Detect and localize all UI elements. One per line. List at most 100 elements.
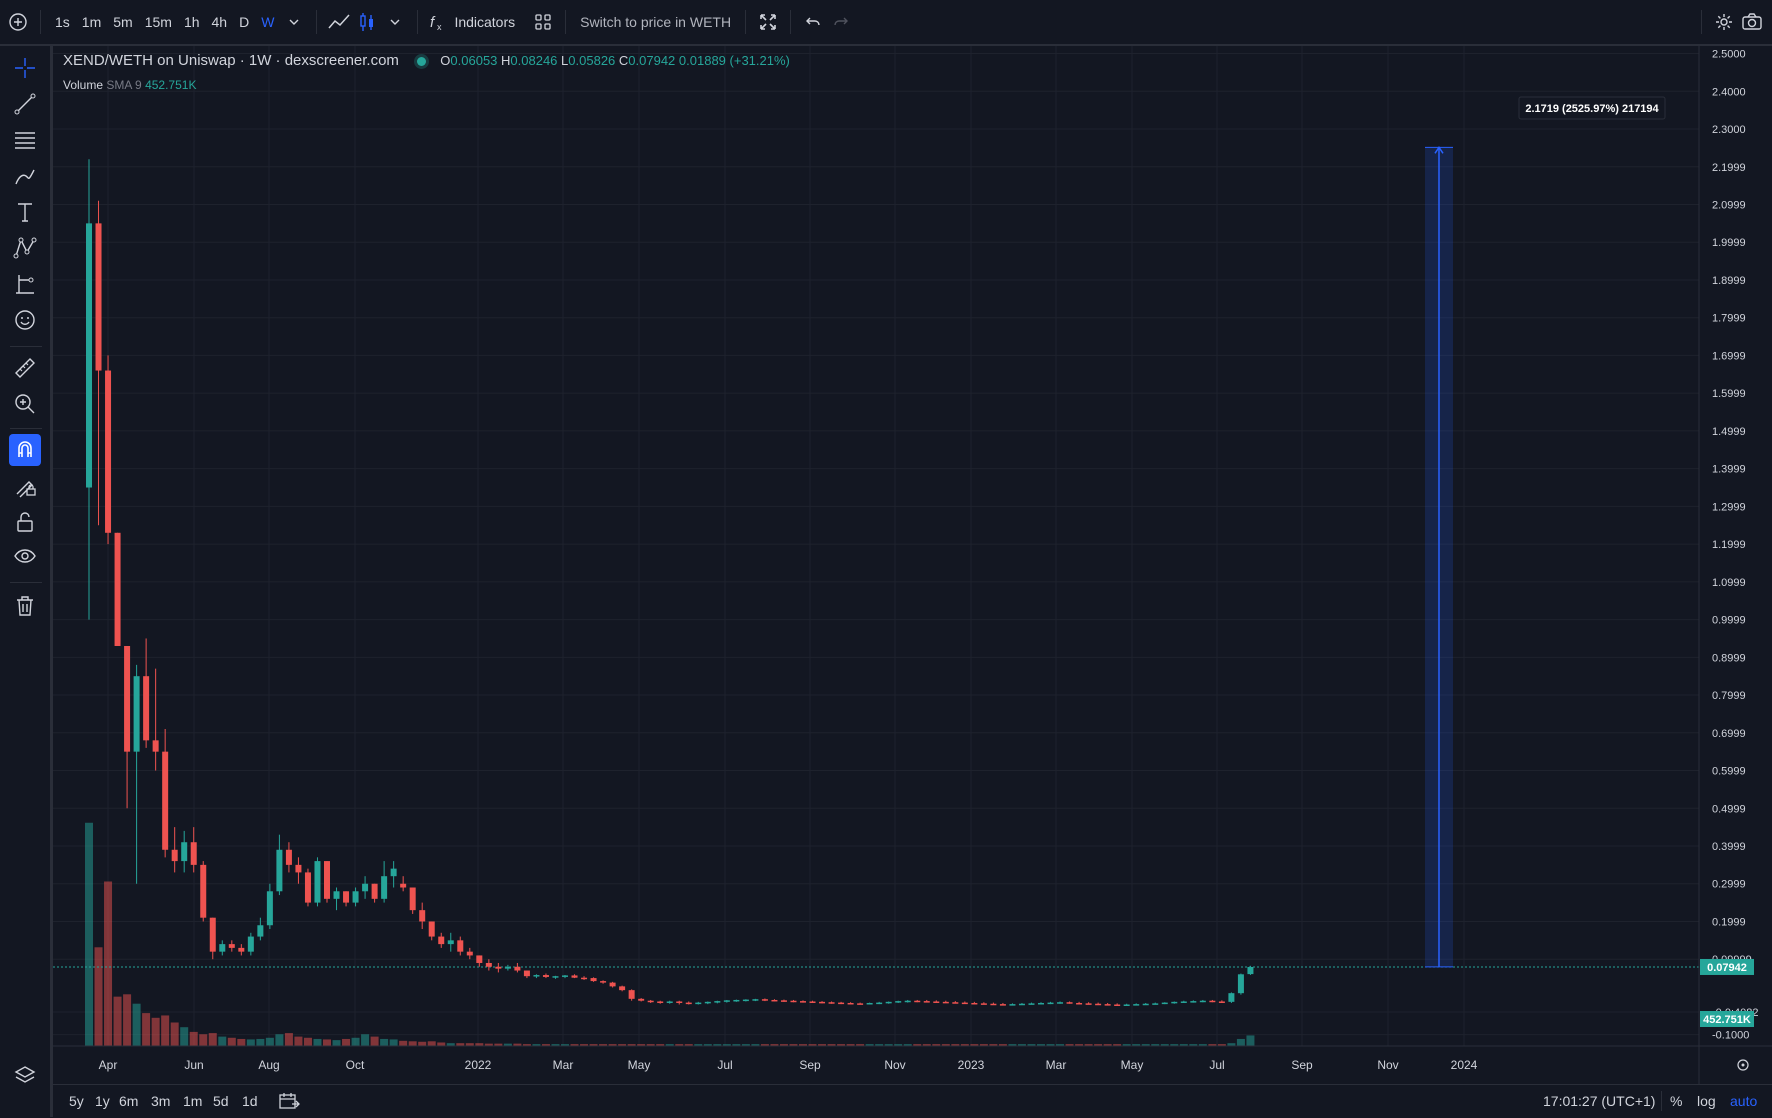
close-key: C — [618, 53, 629, 68]
candle-body — [171, 849, 178, 862]
log-toggle[interactable]: log — [1697, 1093, 1716, 1109]
camera-icon[interactable] — [1738, 8, 1766, 36]
volume-bar — [599, 1044, 608, 1046]
candles-icon[interactable] — [353, 8, 381, 36]
volume-bar — [760, 1044, 769, 1046]
candle-body — [714, 1001, 721, 1003]
timeframe-d[interactable]: D — [239, 14, 250, 30]
volume-bar — [1208, 1044, 1217, 1046]
volume-bar — [323, 1039, 331, 1046]
candle-body — [124, 646, 131, 752]
candle-body — [771, 999, 778, 1002]
volume-legend: Volume SMA 9 452.751K — [63, 78, 196, 92]
measure-tool[interactable] — [1425, 145, 1453, 968]
add-symbol-icon[interactable] — [4, 8, 32, 36]
chevron-down-icon[interactable] — [280, 8, 308, 36]
candle-body — [285, 849, 292, 865]
trash-icon[interactable] — [9, 590, 41, 622]
candle-body — [276, 849, 283, 892]
volume-bar — [694, 1044, 703, 1046]
timezone-settings-icon[interactable] — [1737, 1059, 1749, 1071]
redo-icon[interactable] — [827, 8, 855, 36]
last-price-badge-text: 0.07942 — [1707, 962, 1747, 974]
fullscreen-icon[interactable] — [754, 8, 782, 36]
volume-bar — [218, 1036, 227, 1046]
chevron-down-icon[interactable] — [381, 8, 409, 36]
crosshair-icon[interactable] — [9, 52, 41, 84]
lock-drawings-icon[interactable] — [9, 470, 41, 502]
symbol-title[interactable]: XEND/WETH on Uniswap · 1W · dexscreener.… — [63, 52, 399, 69]
candle-body — [362, 883, 369, 892]
timeframe-15m[interactable]: 15m — [144, 14, 172, 30]
line-chart-icon[interactable] — [325, 8, 353, 36]
candle-body — [885, 1001, 892, 1004]
indicators-button[interactable]: Indicators — [454, 14, 516, 30]
volume-bar — [561, 1044, 569, 1046]
chart-area[interactable]: 2.5000 2.4000 2.3000 2.1999 2.0999 1.9999 1.89… — [53, 46, 1772, 1084]
text-icon[interactable] — [9, 196, 41, 228]
volume-bar — [1075, 1044, 1084, 1046]
svg-text:x: x — [437, 22, 442, 32]
toolbar-divider — [417, 10, 419, 34]
candle-body — [514, 966, 521, 971]
switch-price-button[interactable]: Switch to price in WETH — [580, 14, 732, 30]
emoji-icon[interactable] — [9, 304, 41, 336]
percent-toggle[interactable]: % — [1670, 1093, 1683, 1109]
candle-body — [571, 975, 578, 978]
timeframe-1m[interactable]: 1m — [81, 14, 102, 30]
clock[interactable]: 17:01:27 (UTC+1) — [1543, 1093, 1656, 1109]
candle-body — [933, 1001, 940, 1003]
volume-bar — [427, 1041, 436, 1046]
gear-icon[interactable] — [1710, 8, 1738, 36]
volume-bar — [265, 1037, 274, 1046]
ruler-icon[interactable] — [9, 352, 41, 384]
range-1m[interactable]: 1m — [183, 1093, 203, 1109]
timeframe-4h[interactable]: 4h — [211, 14, 228, 30]
lock-icon[interactable] — [9, 506, 41, 538]
range-1d[interactable]: 1d — [242, 1093, 258, 1109]
volume-bar — [684, 1044, 693, 1046]
trend-line-icon[interactable] — [9, 88, 41, 120]
candle-body — [457, 940, 464, 952]
range-6m[interactable]: 6m — [119, 1093, 139, 1109]
layers-icon[interactable] — [9, 1060, 41, 1092]
candle-body — [1237, 974, 1244, 994]
status-dot-icon — [417, 56, 427, 66]
price-tick-label: 2.5000 — [1712, 49, 1746, 61]
auto-toggle[interactable]: auto — [1730, 1093, 1758, 1109]
candle-body — [733, 999, 740, 1002]
volume-bar — [142, 1013, 151, 1046]
range-3m[interactable]: 3m — [151, 1093, 171, 1109]
candle-body — [1161, 1002, 1168, 1005]
open-value: 0.06053 — [450, 53, 498, 68]
volume-bar — [1046, 1044, 1055, 1046]
pattern-icon[interactable] — [9, 232, 41, 264]
undo-icon[interactable] — [799, 8, 827, 36]
fib-retracement-icon[interactable] — [9, 124, 41, 156]
volume-bar — [446, 1043, 455, 1046]
range-1y[interactable]: 1y — [95, 1093, 110, 1109]
timeframe-w[interactable]: W — [261, 14, 275, 30]
volume-bar — [770, 1044, 779, 1046]
eye-icon[interactable] — [9, 540, 41, 572]
timeframe-1h[interactable]: 1h — [183, 14, 200, 30]
brush-icon[interactable] — [9, 160, 41, 192]
price-tick-label: 1.4999 — [1712, 426, 1746, 438]
candle-body — [1057, 1002, 1064, 1004]
volume-bar — [979, 1044, 988, 1046]
volume-bar — [408, 1041, 417, 1046]
prediction-icon[interactable] — [9, 268, 41, 300]
volume-bar — [342, 1038, 351, 1046]
range-5d[interactable]: 5d — [213, 1093, 229, 1109]
timeframe-1s[interactable]: 1s — [55, 14, 70, 30]
go-to-date-icon[interactable] — [278, 1091, 300, 1116]
timeframe-5m[interactable]: 5m — [113, 14, 133, 30]
volume-bar — [1132, 1044, 1141, 1046]
zoom-in-icon[interactable] — [9, 388, 41, 420]
layouts-icon[interactable] — [529, 8, 557, 36]
magnet-icon[interactable] — [9, 434, 41, 466]
volume-bar — [751, 1044, 760, 1046]
range-5y[interactable]: 5y — [69, 1093, 84, 1109]
volume-bar — [1227, 1043, 1236, 1046]
